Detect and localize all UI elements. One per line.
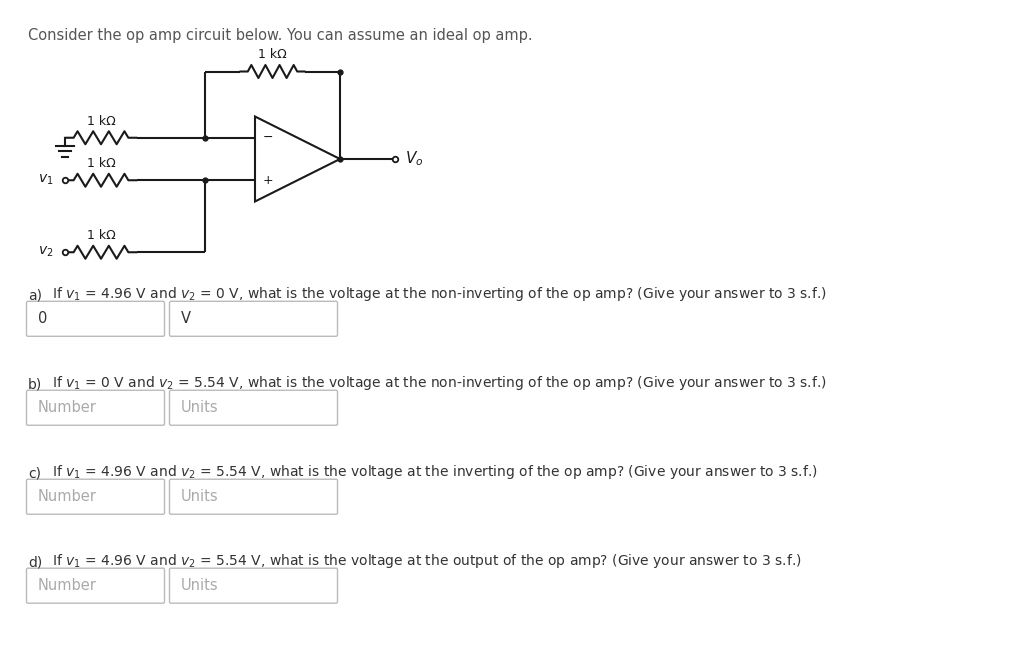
Text: Units: Units (181, 400, 219, 415)
FancyBboxPatch shape (27, 390, 165, 425)
Text: Number: Number (38, 578, 97, 593)
Text: $V_o$: $V_o$ (406, 150, 424, 168)
Text: Units: Units (181, 578, 219, 593)
Text: 1 kΩ: 1 kΩ (258, 49, 287, 61)
Text: If $v_1$ = 4.96 V and $v_2$ = 5.54 V, what is the voltage at the inverting of th: If $v_1$ = 4.96 V and $v_2$ = 5.54 V, wh… (52, 463, 818, 480)
Text: 1 kΩ: 1 kΩ (87, 115, 116, 128)
Text: a): a) (28, 289, 42, 302)
Text: 1 kΩ: 1 kΩ (87, 158, 116, 170)
Text: Consider the op amp circuit below. You can assume an ideal op amp.: Consider the op amp circuit below. You c… (28, 28, 532, 43)
Text: −: − (263, 131, 273, 144)
Text: If $v_1$ = 4.96 V and $v_2$ = 5.54 V, what is the voltage at the output of the o: If $v_1$ = 4.96 V and $v_2$ = 5.54 V, wh… (52, 552, 802, 569)
FancyBboxPatch shape (170, 390, 338, 425)
Text: V: V (181, 311, 191, 326)
FancyBboxPatch shape (170, 479, 338, 514)
Text: $v_1$: $v_1$ (38, 173, 53, 187)
Text: c): c) (28, 467, 41, 480)
Text: b): b) (28, 378, 42, 391)
Text: d): d) (28, 556, 42, 569)
FancyBboxPatch shape (27, 568, 165, 603)
FancyBboxPatch shape (170, 568, 338, 603)
FancyBboxPatch shape (27, 301, 165, 336)
Text: 1 kΩ: 1 kΩ (87, 229, 116, 243)
Text: +: + (263, 174, 273, 186)
FancyBboxPatch shape (27, 479, 165, 514)
Text: If $v_1$ = 0 V and $v_2$ = 5.54 V, what is the voltage at the non-inverting of t: If $v_1$ = 0 V and $v_2$ = 5.54 V, what … (52, 374, 826, 391)
Text: $v_2$: $v_2$ (38, 245, 53, 260)
Text: Units: Units (181, 489, 219, 504)
Text: 0: 0 (38, 311, 47, 326)
Text: If $v_1$ = 4.96 V and $v_2$ = 0 V, what is the voltage at the non-inverting of t: If $v_1$ = 4.96 V and $v_2$ = 0 V, what … (52, 285, 826, 302)
Text: Number: Number (38, 400, 97, 415)
FancyBboxPatch shape (170, 301, 338, 336)
Text: Number: Number (38, 489, 97, 504)
